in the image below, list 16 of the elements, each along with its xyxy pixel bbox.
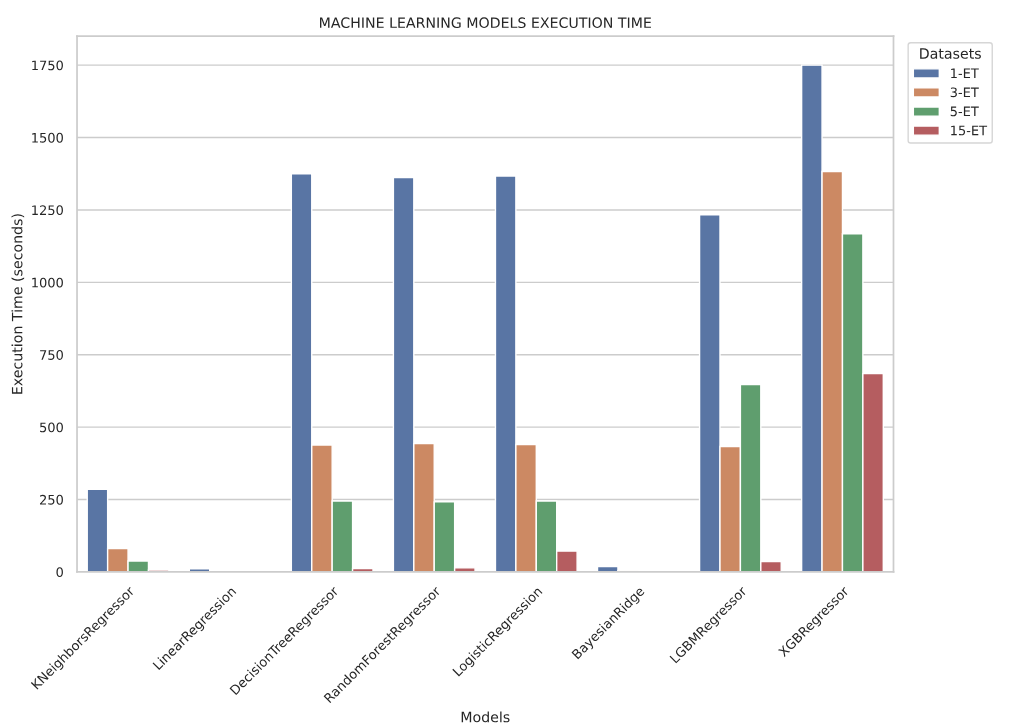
y-tick-label: 0	[56, 567, 63, 578]
legend-label: 5-ET	[950, 106, 979, 117]
legend-label: 1-ET	[951, 68, 979, 78]
legend-label: 15-ET	[951, 125, 988, 136]
y-tick-label: 1250	[32, 205, 63, 216]
y-tick-label: 1500	[32, 132, 63, 143]
y-tick-label: 250	[39, 494, 63, 505]
legend-label: 3-ET	[950, 87, 979, 98]
legend-title: Datasets	[920, 48, 981, 59]
y-tick-label: 750	[40, 350, 63, 360]
y-axis-title: Execution Time (seconds)	[11, 214, 25, 394]
y-tick-label: 1000	[32, 277, 63, 288]
chart-title: MACHINE LEARNING MODELS EXECUTION TIME	[320, 17, 651, 29]
x-axis-title: Models	[461, 711, 510, 723]
y-tick-label: 1750	[32, 60, 63, 71]
y-tick-label: 500	[40, 422, 63, 433]
